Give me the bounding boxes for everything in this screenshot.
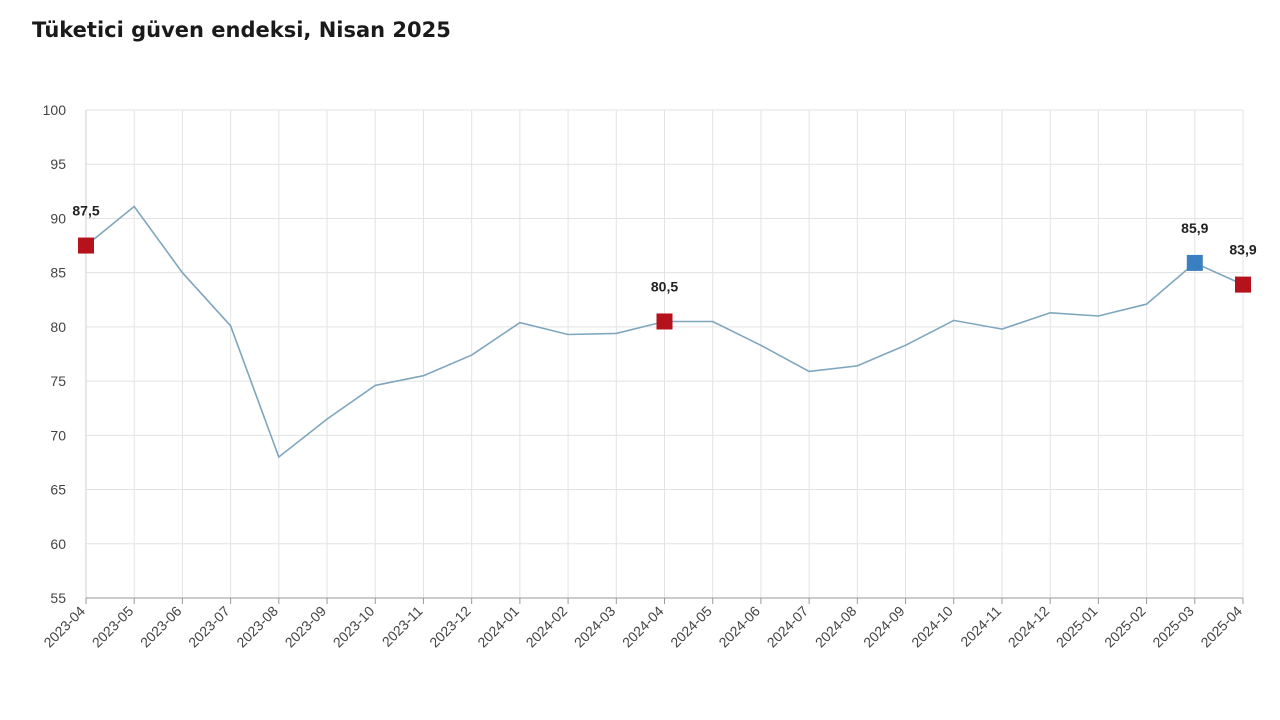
x-tick-label: 2023-06 <box>137 603 185 651</box>
x-tick-label: 2023-12 <box>426 603 474 651</box>
x-tick-label: 2024-04 <box>619 603 667 651</box>
y-tick-label: 55 <box>50 590 66 606</box>
x-tick-label: 2025-02 <box>1101 603 1149 651</box>
x-tick-label: 2023-04 <box>40 603 88 651</box>
highlight-marker <box>1235 276 1251 293</box>
x-tick-label: 2024-03 <box>571 603 619 651</box>
data-label: 83,9 <box>1229 242 1256 258</box>
x-tick-label: 2024-06 <box>715 603 763 651</box>
y-axis: 55 60 65 70 75 80 85 90 95 100 <box>43 102 87 606</box>
x-tick-label: 2023-10 <box>330 603 378 651</box>
data-label: 80,5 <box>651 278 678 294</box>
x-axis: 2023-04 2023-05 2023-06 2023-07 2023-08 2023-… <box>40 597 1245 651</box>
y-tick-label: 65 <box>50 482 66 498</box>
highlight-markers: 87,5 80,5 85,9 83,9 <box>72 203 1257 330</box>
grid-lines <box>85 109 1244 599</box>
y-tick-label: 70 <box>50 427 66 443</box>
highlight-marker <box>656 313 673 330</box>
y-tick-label: 75 <box>50 373 66 389</box>
chart-title: Tüketici güven endeksi, Nisan 2025 <box>32 18 451 42</box>
x-tick-label: 2024-12 <box>1005 603 1053 651</box>
x-tick-label: 2025-03 <box>1149 603 1197 651</box>
x-tick-label: 2023-07 <box>185 603 233 651</box>
highlight-marker <box>78 237 94 254</box>
y-tick-label: 90 <box>50 210 66 226</box>
x-tick-label: 2025-04 <box>1197 603 1245 651</box>
x-tick-label: 2024-01 <box>474 603 522 651</box>
x-tick-label: 2023-08 <box>233 603 281 651</box>
y-tick-label: 60 <box>50 536 66 552</box>
x-tick-label: 2024-07 <box>764 603 812 651</box>
x-tick-label: 2024-08 <box>812 603 860 651</box>
y-tick-label: 95 <box>50 156 66 172</box>
data-label: 85,9 <box>1181 220 1208 236</box>
y-tick-label: 80 <box>50 319 66 335</box>
highlight-marker <box>1186 254 1203 271</box>
y-tick-label: 100 <box>43 102 67 118</box>
x-tick-label: 2023-11 <box>379 603 426 650</box>
x-tick-label: 2023-09 <box>282 603 330 651</box>
x-tick-label: 2024-09 <box>860 603 908 651</box>
y-tick-label: 85 <box>50 265 66 281</box>
x-tick-label: 2025-01 <box>1053 603 1101 651</box>
data-label: 87,5 <box>72 203 99 219</box>
x-tick-label: 2024-11 <box>957 603 1004 650</box>
x-tick-label: 2024-02 <box>523 603 571 651</box>
x-tick-label: 2023-05 <box>89 603 137 651</box>
x-tick-label: 2024-10 <box>908 603 956 651</box>
x-tick-label: 2024-05 <box>667 603 715 651</box>
